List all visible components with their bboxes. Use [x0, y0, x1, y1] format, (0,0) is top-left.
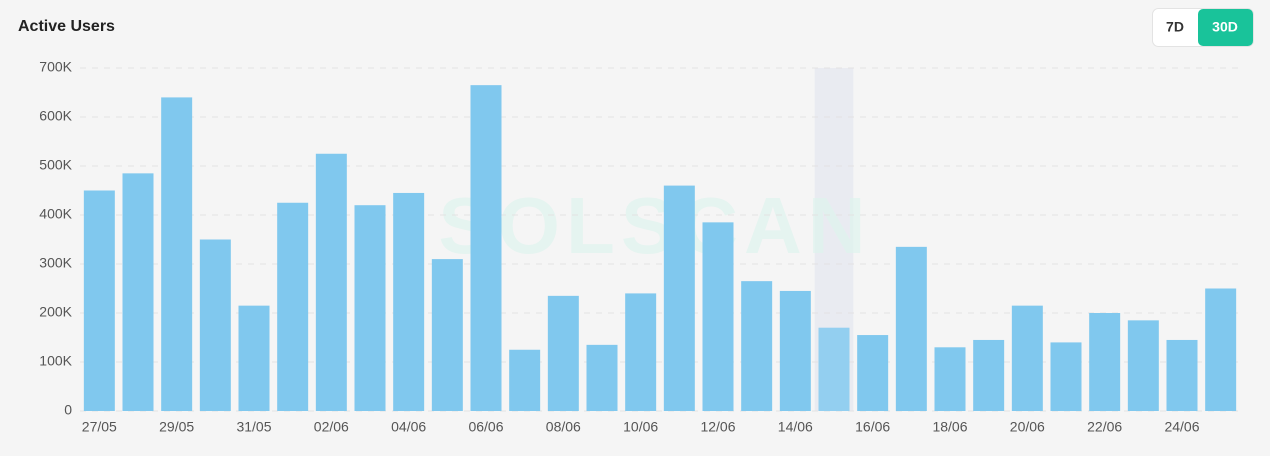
y-tick-label: 500K — [39, 157, 72, 173]
x-tick-label: 20/06 — [1010, 419, 1045, 435]
bar — [1205, 288, 1237, 411]
bar — [470, 85, 502, 412]
x-tick-label: 16/06 — [855, 419, 890, 435]
y-tick-label: 700K — [39, 59, 72, 75]
bar — [354, 205, 386, 411]
bar — [625, 293, 657, 411]
bar — [431, 259, 463, 411]
bar — [857, 335, 889, 411]
bar — [161, 97, 193, 412]
y-tick-label: 600K — [39, 108, 72, 124]
x-tick-label: 29/05 — [159, 419, 194, 435]
bar — [238, 305, 270, 411]
x-tick-label: 24/06 — [1164, 419, 1199, 435]
bar — [779, 290, 811, 411]
y-tick-label: 100K — [39, 353, 72, 369]
x-tick-label: 06/06 — [468, 419, 503, 435]
x-tick-label: 27/05 — [82, 419, 117, 435]
bar — [895, 246, 927, 411]
bar — [509, 349, 541, 411]
x-tick-label: 18/06 — [932, 419, 967, 435]
y-tick-label: 200K — [39, 304, 72, 320]
bar — [663, 185, 695, 411]
bar — [934, 347, 966, 411]
x-tick-label: 10/06 — [623, 419, 658, 435]
toggle-7d[interactable]: 7D — [1166, 19, 1184, 35]
bar — [1089, 313, 1121, 411]
bar — [702, 222, 734, 411]
bar — [547, 295, 579, 411]
x-tick-label: 14/06 — [778, 419, 813, 435]
bar — [199, 239, 231, 411]
bar — [122, 173, 154, 411]
x-tick-label: 12/06 — [700, 419, 735, 435]
y-tick-label: 0 — [64, 402, 72, 418]
x-tick-label: 02/06 — [314, 419, 349, 435]
bar — [586, 344, 618, 411]
bar — [83, 190, 115, 411]
bar — [393, 192, 425, 411]
bar — [741, 281, 773, 411]
x-tick-label: 22/06 — [1087, 419, 1122, 435]
chart-title: Active Users — [18, 18, 115, 35]
y-tick-label: 300K — [39, 255, 72, 271]
toggle-active[interactable] — [1198, 9, 1253, 46]
bar — [1050, 342, 1082, 411]
watermark: SOLSCAN — [438, 181, 871, 270]
bar — [277, 202, 309, 411]
x-tick-label: 04/06 — [391, 419, 426, 435]
x-tick-label: 31/05 — [236, 419, 271, 435]
bar — [973, 339, 1005, 411]
y-tick-label: 400K — [39, 206, 72, 222]
bar — [1127, 320, 1159, 411]
toggle-30d[interactable]: 30D — [1212, 19, 1238, 35]
range-toggle: 7D 30D — [1152, 8, 1254, 47]
bar — [1011, 305, 1043, 411]
x-tick-label: 08/06 — [546, 419, 581, 435]
bar — [1166, 339, 1198, 411]
bar — [818, 327, 850, 411]
bar — [315, 153, 347, 411]
